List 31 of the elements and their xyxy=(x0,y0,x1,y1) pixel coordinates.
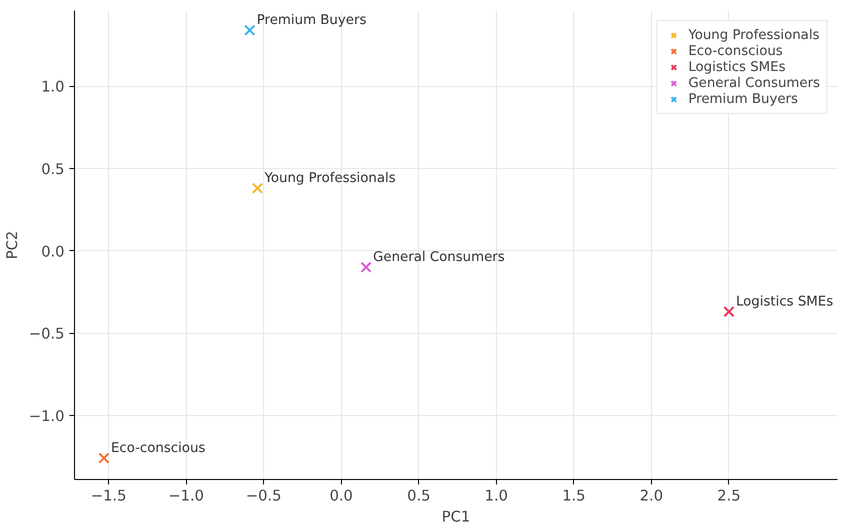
x-tick-label: −1.0 xyxy=(168,488,204,504)
text: General Consumers xyxy=(373,250,505,266)
text: Eco-conscious xyxy=(110,441,206,456)
point xyxy=(252,182,264,194)
point xyxy=(723,306,735,318)
x-tick-label: 2.5 xyxy=(717,488,741,504)
text: Young Professionals xyxy=(264,171,396,186)
legend-label: Logistics SMEs xyxy=(688,59,786,75)
x-tick-label: 1.5 xyxy=(562,488,586,504)
legend-label: Eco-conscious xyxy=(688,43,783,59)
y-axis-title: PC2 xyxy=(4,230,21,260)
x-tick-label: −1.5 xyxy=(90,488,126,504)
x-tick-label: 0.5 xyxy=(407,488,430,504)
y-tick-label: −0.5 xyxy=(28,326,65,343)
legend-label: Premium Buyers xyxy=(688,91,798,107)
x-tick-label: 0.0 xyxy=(330,488,353,504)
y-tick-label: −1.0 xyxy=(28,408,65,425)
x-axis-title: PC1 xyxy=(442,508,470,526)
y-tick-label: 1.0 xyxy=(41,78,65,96)
point xyxy=(98,452,110,464)
legend-label: Young Professionals xyxy=(688,27,820,43)
text: Premium Buyers xyxy=(256,13,366,28)
y-tick-label: 0.0 xyxy=(41,243,65,260)
x-tick-label: 1.0 xyxy=(484,488,508,504)
x-tick-label: 2.0 xyxy=(640,488,664,504)
y-tick-label: 0.5 xyxy=(41,160,65,178)
text: Logistics SMEs xyxy=(736,294,834,310)
legend-label: General Consumers xyxy=(688,75,820,91)
point xyxy=(360,262,372,273)
point xyxy=(244,24,256,36)
x-tick-label: −0.5 xyxy=(246,488,282,504)
